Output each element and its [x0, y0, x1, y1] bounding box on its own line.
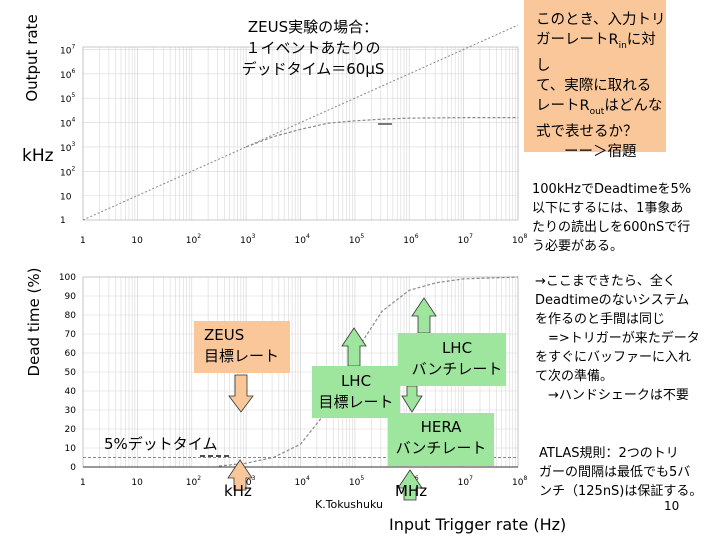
- atlas-rule-note: ATLAS規則：2つのトリ ガーの間隔は最低でも5バ ンチ（125nS)は保証す…: [539, 446, 703, 499]
- upper-x-tick-label: 103: [240, 233, 255, 246]
- lower-x-tick-label: 108: [512, 475, 527, 488]
- zeus-target-rate-box: ZEUS 目標レート: [194, 321, 290, 373]
- lower-y-tick-label: 0: [70, 463, 76, 473]
- lower-y-tick-label: 10: [65, 444, 77, 454]
- lower-y-tick-label: 70: [65, 330, 77, 340]
- output-rate-axis-title: Output rate: [23, 14, 41, 102]
- upper-x-tick-label: 105: [349, 233, 364, 246]
- input-equals-output-line: [82, 24, 519, 221]
- lower-x-tick-label: 10: [131, 478, 143, 488]
- lower-y-tick-label: 50: [65, 368, 77, 378]
- upper-y-tick-label: 104: [60, 117, 75, 130]
- question-line-6: ーー＞宿題: [564, 143, 637, 160]
- upper-x-tick-label: 1: [80, 236, 86, 246]
- hera-bunch-rate-box: HERA バンチレート: [388, 413, 494, 466]
- question-line-4: レートRoutはどんな: [536, 97, 663, 117]
- no-deadtime-system-note: →ここまできたら、全く Deadtimeのないシステム を作るのと手間は同じ =…: [535, 274, 700, 403]
- upper-x-tick-label: 104: [295, 233, 310, 246]
- question-line-2: ガーレートRinに対し: [536, 32, 656, 74]
- lower-y-tick-label: 100: [59, 273, 76, 283]
- khz-x-label: kHz: [224, 482, 252, 500]
- upper-x-tick-label: 107: [458, 233, 473, 246]
- upper-y-tick-label: 106: [60, 68, 75, 81]
- upper-y-tick-label: 1: [60, 216, 66, 226]
- lower-x-tick-label: 1: [80, 478, 86, 488]
- x-axis-title: Input Trigger rate (Hz): [389, 515, 567, 534]
- lower-y-tick-label: 20: [65, 425, 77, 435]
- dead-time-axis-title: Dead time (%): [25, 267, 43, 377]
- upper-y-tick-label: 103: [60, 141, 75, 154]
- five-percent-deadtime-label: 5%デットタイム: [104, 435, 218, 453]
- lower-x-tick-label: 104: [295, 475, 310, 488]
- lower-y-tick-label: 60: [65, 349, 77, 359]
- lower-x-tick-label: 105: [349, 475, 364, 488]
- khz-unit-label: kHz: [22, 146, 54, 166]
- author-name: K.Tokushuku: [315, 498, 383, 511]
- lhc-bunch-down-connector: [401, 385, 423, 413]
- lower-y-tick-label: 30: [65, 406, 77, 416]
- upper-x-tick-label: 108: [512, 233, 527, 246]
- saturated-output-curve: [245, 117, 518, 148]
- upper-plot-frame: [82, 46, 519, 221]
- khz-up-arrow: [227, 459, 253, 491]
- question-line-3: て、実際に取れる: [536, 77, 652, 94]
- upper-y-tick-label: 10: [60, 193, 72, 203]
- lower-y-tick-label: 90: [65, 292, 77, 302]
- question-line-1: このとき、入力トリ: [536, 12, 666, 28]
- upper-y-tick-label: 102: [60, 165, 75, 178]
- lhc-bunch-up-arrow: [411, 297, 437, 334]
- upper-x-tick-label: 106: [403, 233, 418, 246]
- lower-x-tick-label: 102: [186, 475, 201, 488]
- lower-y-tick-label: 80: [65, 311, 77, 321]
- upper-x-tick-label: 10: [131, 236, 143, 246]
- homework-question-box: このとき、入力トリ ガーレートRinに対し て、実際に取れる レートRoutはど…: [524, 0, 666, 160]
- lhc-bunch-rate-box: LHC バンチレート: [398, 333, 506, 386]
- lhc-target-rate-box: LHC 目標レート: [312, 366, 400, 418]
- lower-x-tick-label: 107: [458, 475, 473, 488]
- readout-time-note: 100kHzでDeadtimeを5% 以下にするには、1事象あ たりの読出しを6…: [532, 182, 692, 254]
- page-number: 10: [664, 499, 680, 513]
- lower-y-tick-label: 40: [65, 387, 77, 397]
- zeus-deadtime-note: ZEUS実験の場合： １イベントあたりの デッドタイム＝60μS: [241, 18, 385, 78]
- zeus-target-down-arrow: [228, 374, 254, 413]
- upper-x-tick-label: 102: [186, 233, 201, 246]
- upper-y-tick-label: 107: [60, 43, 75, 56]
- question-line-5: 式で表せるか？: [536, 123, 638, 140]
- mhz-x-label: MHz: [395, 482, 428, 500]
- upper-y-tick-label: 105: [60, 92, 75, 105]
- mhz-up-arrow: [397, 469, 423, 501]
